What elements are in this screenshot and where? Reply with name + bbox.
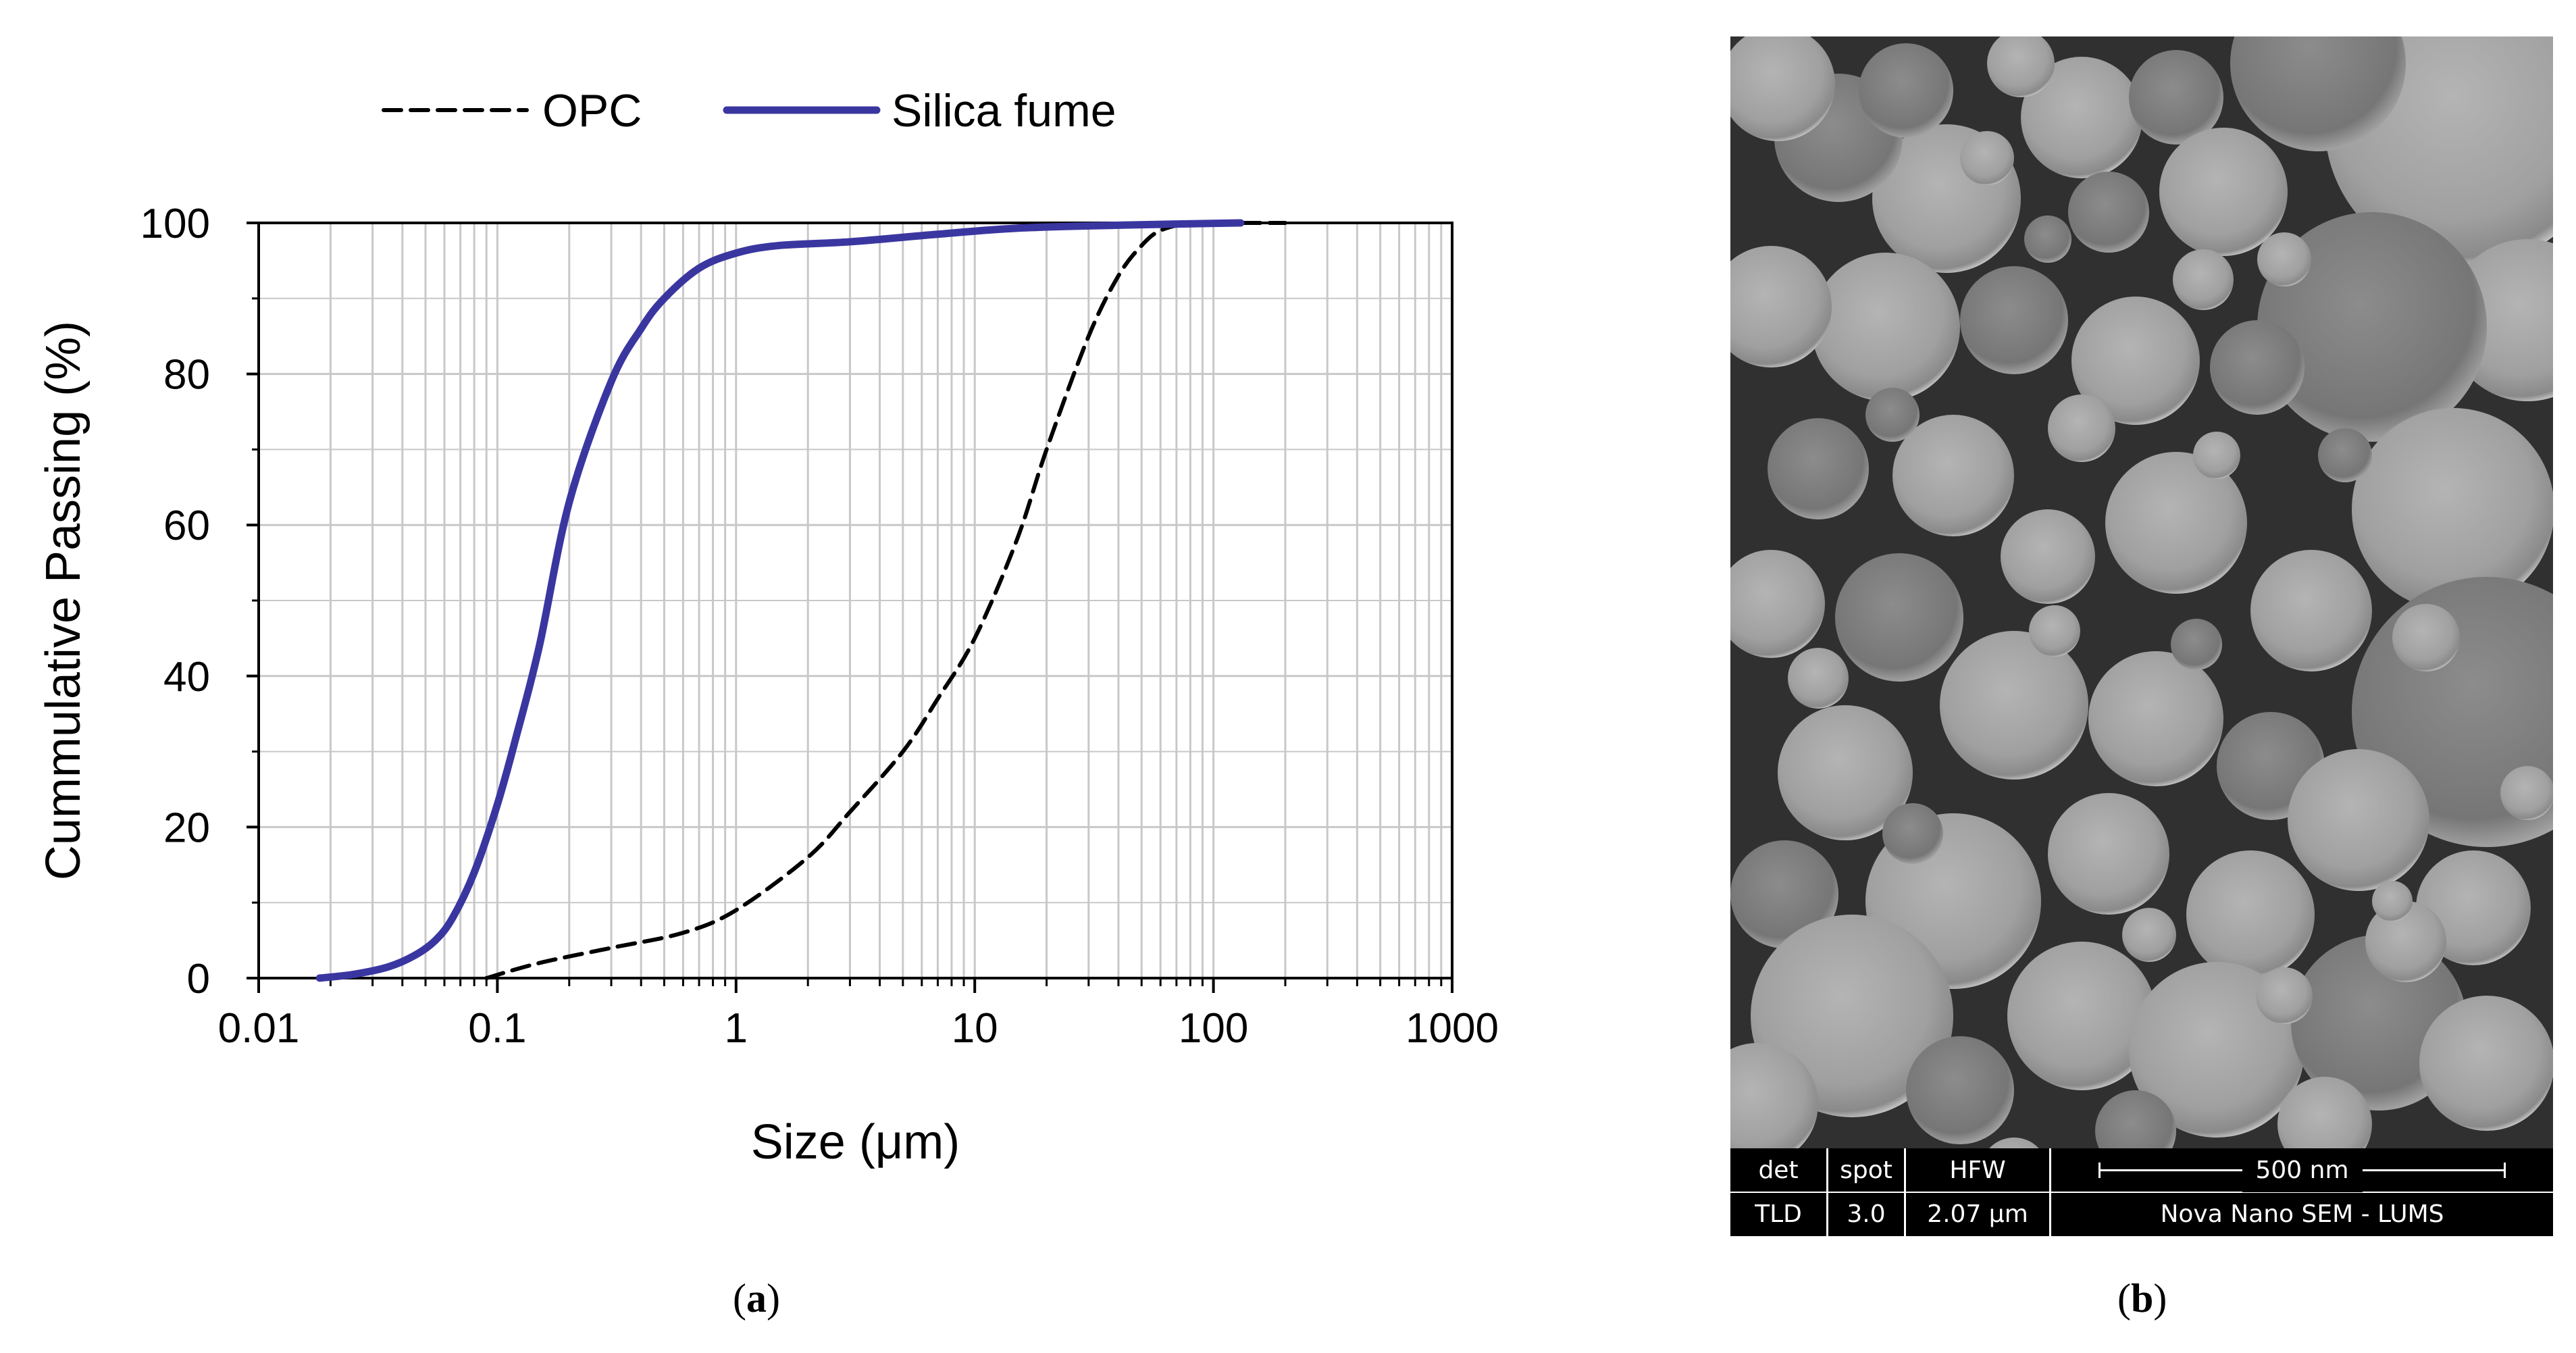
sem-particle bbox=[2288, 749, 2429, 891]
sem-particle bbox=[1778, 705, 1913, 840]
sem-particle bbox=[1882, 803, 1943, 864]
sem-particle bbox=[2230, 36, 2406, 151]
chart-grid bbox=[257, 222, 1452, 979]
sem-particle bbox=[1730, 246, 1832, 367]
sem-scale-label: 500 nm bbox=[2242, 1148, 2363, 1192]
x-tick-label: 0.1 bbox=[468, 1005, 526, 1052]
series-opc-line bbox=[484, 220, 1287, 980]
sem-particle bbox=[2392, 604, 2460, 671]
sem-hfw-value: 2.07 μm bbox=[1927, 1200, 2028, 1228]
x-axis-label: Size (μm) bbox=[751, 1115, 960, 1169]
x-tick-label: 1000 bbox=[1406, 1005, 1499, 1052]
chart-series bbox=[315, 219, 1287, 982]
sem-hfw-header: HFW bbox=[1949, 1156, 2006, 1184]
sem-particle bbox=[1960, 266, 2068, 374]
panel-label-a: (a) bbox=[733, 1276, 780, 1321]
panel-label-b-letter: b bbox=[2130, 1276, 2154, 1321]
series-silica-fume-line bbox=[315, 219, 1245, 982]
sem-info-bar: det TLD spot 3.0 HFW 2.07 μm 500 nm Nova… bbox=[1730, 1148, 2553, 1236]
sem-particle bbox=[2500, 766, 2553, 820]
particle-size-chart: 0.01 0.1 1 10 100 1000 0 20 40 60 80 100 OPC Silica … bbox=[36, 85, 1499, 1169]
legend-opc-label: OPC bbox=[542, 85, 642, 136]
panel-label-b: (b) bbox=[2117, 1276, 2167, 1321]
y-axis-label: Cummulative Passing (%) bbox=[36, 321, 91, 880]
x-tick-label: 0.01 bbox=[218, 1005, 300, 1052]
sem-particle bbox=[1835, 553, 1963, 682]
sem-particle bbox=[1906, 1036, 2014, 1144]
sem-particles bbox=[1730, 36, 2553, 1148]
sem-particle bbox=[2048, 793, 2169, 915]
sem-particle bbox=[2159, 128, 2288, 256]
sem-particle bbox=[2277, 1077, 2372, 1148]
sem-particle bbox=[2250, 550, 2372, 671]
sem-spot-value: 3.0 bbox=[1847, 1200, 1886, 1228]
sem-particle bbox=[1987, 36, 2055, 97]
sem-particle bbox=[1730, 36, 1835, 141]
x-tick-label: 10 bbox=[952, 1005, 998, 1052]
panel-label-a-letter: a bbox=[746, 1276, 767, 1321]
sem-particle bbox=[1730, 840, 1838, 948]
sem-scale-cell: 500 nm Nova Nano SEM - LUMS bbox=[2051, 1148, 2553, 1236]
x-tick-label: 1 bbox=[725, 1005, 748, 1052]
sem-particle bbox=[2173, 249, 2234, 310]
sem-scale-bar: 500 nm bbox=[2098, 1148, 2506, 1192]
sem-particle bbox=[1730, 1043, 1818, 1148]
y-tick-label: 80 bbox=[163, 352, 210, 399]
x-tick-label: 100 bbox=[1179, 1005, 1248, 1052]
sem-particle bbox=[2122, 908, 2176, 962]
y-tick-label: 20 bbox=[163, 805, 210, 851]
sem-particle bbox=[2210, 320, 2304, 415]
sem-particle bbox=[2419, 996, 2553, 1131]
sem-det-header: det bbox=[1758, 1156, 1799, 1184]
sem-particle bbox=[1768, 418, 1869, 519]
sem-particle bbox=[2071, 297, 2200, 425]
sem-instrument: Nova Nano SEM - LUMS bbox=[2160, 1200, 2444, 1228]
sem-particle bbox=[2171, 619, 2222, 670]
sem-particle bbox=[2372, 881, 2413, 921]
chart-axes: 0.01 0.1 1 10 100 1000 0 20 40 60 80 100 bbox=[140, 201, 1499, 1052]
sem-particle bbox=[1892, 415, 2014, 536]
sem-particle bbox=[2001, 509, 2095, 604]
sem-particle bbox=[2352, 408, 2553, 611]
sem-particle bbox=[1940, 631, 2088, 780]
sem-particle bbox=[2105, 452, 2247, 594]
sem-particle bbox=[2024, 215, 2071, 263]
sem-particle bbox=[2029, 605, 2080, 657]
sem-particle bbox=[1859, 43, 1953, 138]
sem-particle bbox=[2007, 942, 2156, 1090]
sem-particle bbox=[1788, 648, 1849, 709]
y-tick-label: 40 bbox=[163, 654, 210, 700]
sem-particle bbox=[1811, 253, 1960, 401]
sem-particle bbox=[1730, 550, 1825, 658]
sem-particle bbox=[2021, 57, 2142, 178]
legend-silica-fume-label: Silica fume bbox=[892, 85, 1116, 136]
sem-particle bbox=[1960, 131, 2014, 185]
sem-particle bbox=[2186, 850, 2315, 979]
sem-particle bbox=[2193, 432, 2240, 479]
sem-det-cell: det TLD bbox=[1730, 1148, 1828, 1236]
sem-spot-header: spot bbox=[1840, 1156, 1892, 1184]
sem-particle bbox=[2257, 212, 2487, 442]
y-tick-label: 60 bbox=[163, 503, 210, 549]
sem-particle bbox=[2048, 394, 2115, 462]
chart-legend: OPC Silica fume bbox=[382, 85, 1116, 136]
sem-spot-cell: spot 3.0 bbox=[1828, 1148, 1906, 1236]
sem-particle bbox=[2088, 651, 2223, 786]
sem-det-value: TLD bbox=[1755, 1200, 1802, 1228]
sem-particle bbox=[2095, 1090, 2176, 1148]
y-tick-label: 0 bbox=[187, 956, 210, 1002]
sem-particle bbox=[2365, 901, 2446, 982]
sem-particle bbox=[1989, 1138, 2039, 1148]
sem-particle bbox=[2129, 50, 2223, 145]
sem-particle bbox=[2256, 967, 2313, 1024]
sem-particle bbox=[1865, 388, 1920, 442]
sem-particle bbox=[2318, 428, 2372, 482]
sem-particle bbox=[2068, 172, 2149, 253]
sem-hfw-cell: HFW 2.07 μm bbox=[1906, 1148, 2051, 1236]
sem-micrograph bbox=[1730, 36, 2553, 1148]
y-tick-label: 100 bbox=[140, 201, 210, 247]
sem-particle bbox=[2257, 232, 2311, 286]
